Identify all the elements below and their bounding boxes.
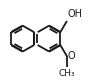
Text: O: O (67, 51, 75, 61)
Text: OH: OH (68, 9, 83, 19)
Text: CH₃: CH₃ (59, 69, 75, 78)
